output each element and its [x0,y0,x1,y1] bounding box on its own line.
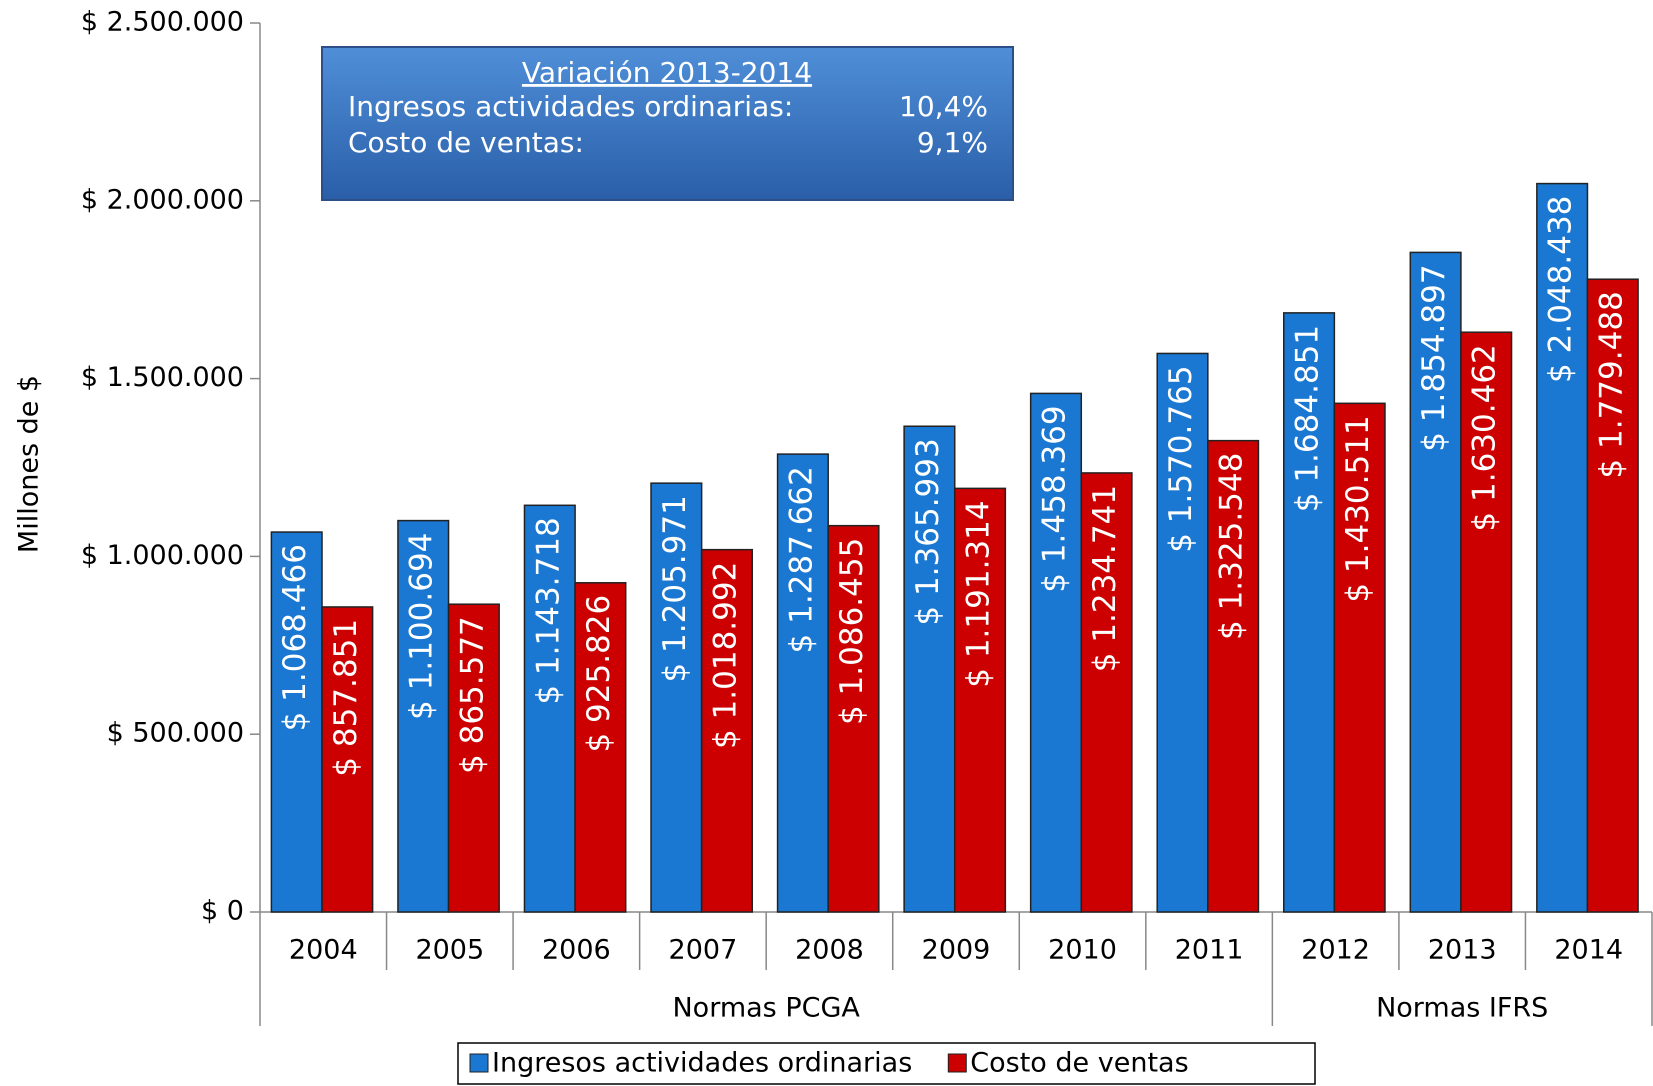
x-tick-label: 2005 [415,935,484,966]
x-tick-label: 2010 [1048,935,1117,966]
bar [776,453,829,913]
legend-label: Costo de ventas [970,1048,1188,1079]
data-label: $ 925.826 [581,595,617,753]
data-label: $ 1.325.548 [1214,453,1250,640]
y-tick-label: $ 1.000.000 [81,540,244,571]
data-label: $ 1.086.455 [834,538,870,725]
bar [574,582,627,913]
bar [523,504,576,913]
x-tick-label: 2009 [922,935,991,966]
data-label: $ 1.191.314 [961,500,997,687]
bar [650,482,703,913]
bar [397,519,450,913]
y-tick-label: $ 500.000 [107,718,244,749]
data-label: $ 1.684.851 [1290,325,1326,512]
data-label: $ 1.068.466 [277,544,313,731]
x-tick-label: 2004 [289,935,358,966]
data-label: $ 1.287.662 [783,466,819,653]
legend-label: Ingresos actividades ordinarias [492,1048,912,1079]
bar [447,603,500,913]
y-tick-label: $ 1.500.000 [81,362,244,393]
bar [1080,472,1133,913]
x-tick-label: 2008 [795,935,864,966]
bar [1409,251,1462,913]
legend-box [457,1042,1316,1085]
annotation-value: 9,1% [917,126,988,159]
data-label: $ 1.143.718 [530,517,566,704]
group-label: Normas PCGA [672,993,860,1024]
group-label: Normas IFRS [1376,993,1548,1024]
legend-swatch [947,1053,967,1073]
bar [700,548,754,913]
bar [1460,331,1513,913]
annotation-box [321,46,1014,201]
annotation-title: Variación 2013-2014 [522,56,812,89]
data-label: $ 1.100.694 [404,533,440,720]
data-label: $ 2.048.438 [1543,196,1579,383]
bar [827,524,880,913]
annotation-label: Ingresos actividades ordinarias: [348,90,793,123]
data-label: $ 1.205.971 [657,495,693,682]
data-label: $ 1.234.741 [1087,485,1123,672]
bar [1156,352,1209,913]
bar [1586,278,1639,913]
x-tick-label: 2011 [1175,935,1244,966]
annotation-value: 10,4% [899,90,988,123]
legend-swatch [469,1053,489,1073]
bar [903,425,956,913]
data-label: $ 1.018.992 [707,562,743,749]
x-tick-label: 2014 [1554,935,1623,966]
data-label: $ 1.570.765 [1163,365,1199,552]
y-tick-label: $ 2.500.000 [81,7,244,38]
data-label: $ 1.365.993 [910,438,946,625]
y-axis-label: Millones de $ [14,375,45,553]
x-tick-label: 2007 [669,935,738,966]
data-label: $ 1.458.369 [1036,405,1072,592]
bar [1207,439,1260,913]
data-label: $ 865.577 [454,616,490,774]
data-label: $ 1.630.462 [1467,344,1503,531]
x-tick-label: 2012 [1301,935,1370,966]
y-tick-label: $ 0 [201,896,244,927]
bar [953,487,1007,913]
data-label: $ 1.430.511 [1340,415,1376,602]
bar [1333,402,1386,913]
annotation-label: Costo de ventas: [348,126,584,159]
bar [1029,392,1083,913]
x-tick-label: 2006 [542,935,611,966]
data-label: $ 857.851 [328,619,364,777]
bar [1283,312,1336,913]
x-tick-label: 2013 [1428,935,1497,966]
bar [321,606,374,913]
data-label: $ 1.854.897 [1416,264,1452,451]
y-tick-label: $ 2.000.000 [81,184,244,215]
data-label: $ 1.779.488 [1593,291,1629,478]
bar [270,531,323,913]
